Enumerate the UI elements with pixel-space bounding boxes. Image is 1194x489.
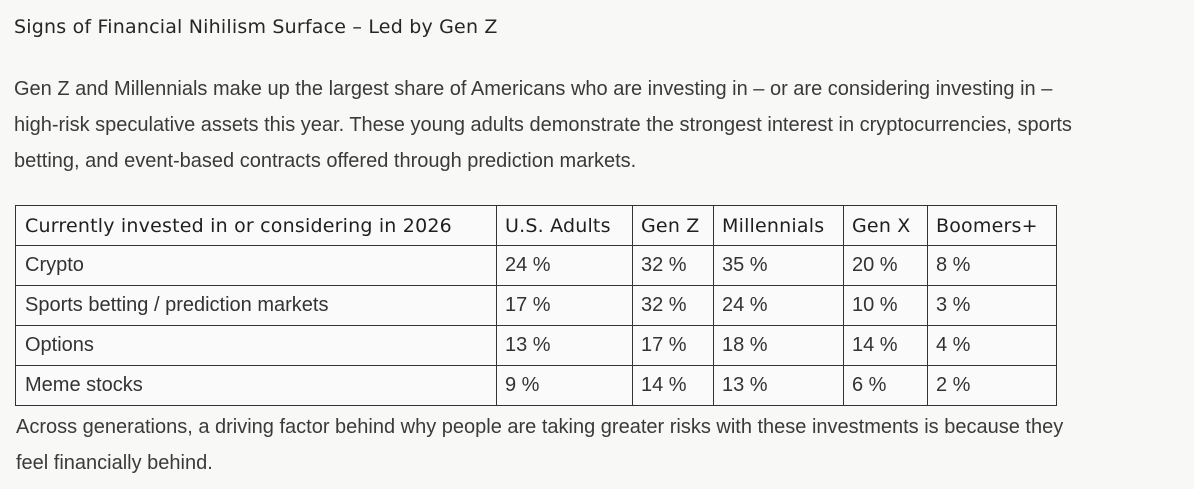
row-label: Sports betting / prediction markets (15, 285, 497, 326)
table-cell: 14 % (843, 325, 928, 366)
column-header-category: Currently invested in or considering in … (15, 205, 497, 246)
closing-line: Across generations, a driving factor beh… (16, 416, 1064, 438)
closing-line: feel financially behind. (16, 452, 213, 474)
investment-table: Currently invested in or considering in … (15, 205, 1057, 406)
table-cell: 3 % (927, 285, 1057, 326)
table-cell: 24 % (713, 285, 844, 326)
column-header-gen-x: Gen X (843, 205, 928, 246)
table-cell: 24 % (496, 245, 633, 286)
table-header-row: Currently invested in or considering in … (15, 205, 1057, 246)
table-cell: 32 % (632, 285, 714, 326)
table-row: Meme stocks 9 % 14 % 13 % 6 % 2 % (15, 365, 1057, 406)
column-header-millennials: Millennials (713, 205, 844, 246)
row-label: Crypto (15, 245, 497, 286)
column-header-boomers: Boomers+ (927, 205, 1057, 246)
table-cell: 10 % (843, 285, 928, 326)
table-row: Crypto 24 % 32 % 35 % 20 % 8 % (15, 245, 1057, 286)
table-cell: 18 % (713, 325, 844, 366)
table-cell: 6 % (843, 365, 928, 406)
table-row: Sports betting / prediction markets 17 %… (15, 285, 1057, 326)
closing-paragraph: Across generations, a driving factor beh… (16, 409, 1181, 481)
table-cell: 9 % (496, 365, 633, 406)
table-cell: 8 % (927, 245, 1057, 286)
table-cell: 13 % (496, 325, 633, 366)
intro-line: high-risk speculative assets this year. … (14, 114, 1072, 136)
table-cell: 17 % (496, 285, 633, 326)
table-cell: 13 % (713, 365, 844, 406)
table-cell: 17 % (632, 325, 714, 366)
intro-line: betting, and event-based contracts offer… (14, 150, 637, 172)
intro-paragraph: Gen Z and Millennials make up the larges… (14, 71, 1179, 179)
intro-line: Gen Z and Millennials make up the larges… (14, 78, 1053, 100)
table-cell: 4 % (927, 325, 1057, 366)
table-cell: 20 % (843, 245, 928, 286)
document-title: Signs of Financial Nihilism Surface – Le… (14, 16, 498, 38)
row-label: Options (15, 325, 497, 366)
column-header-gen-z: Gen Z (632, 205, 714, 246)
table-row: Options 13 % 17 % 18 % 14 % 4 % (15, 325, 1057, 366)
column-header-us-adults: U.S. Adults (496, 205, 633, 246)
row-label: Meme stocks (15, 365, 497, 406)
table-cell: 32 % (632, 245, 714, 286)
table-cell: 2 % (927, 365, 1057, 406)
table-cell: 14 % (632, 365, 714, 406)
table-cell: 35 % (713, 245, 844, 286)
